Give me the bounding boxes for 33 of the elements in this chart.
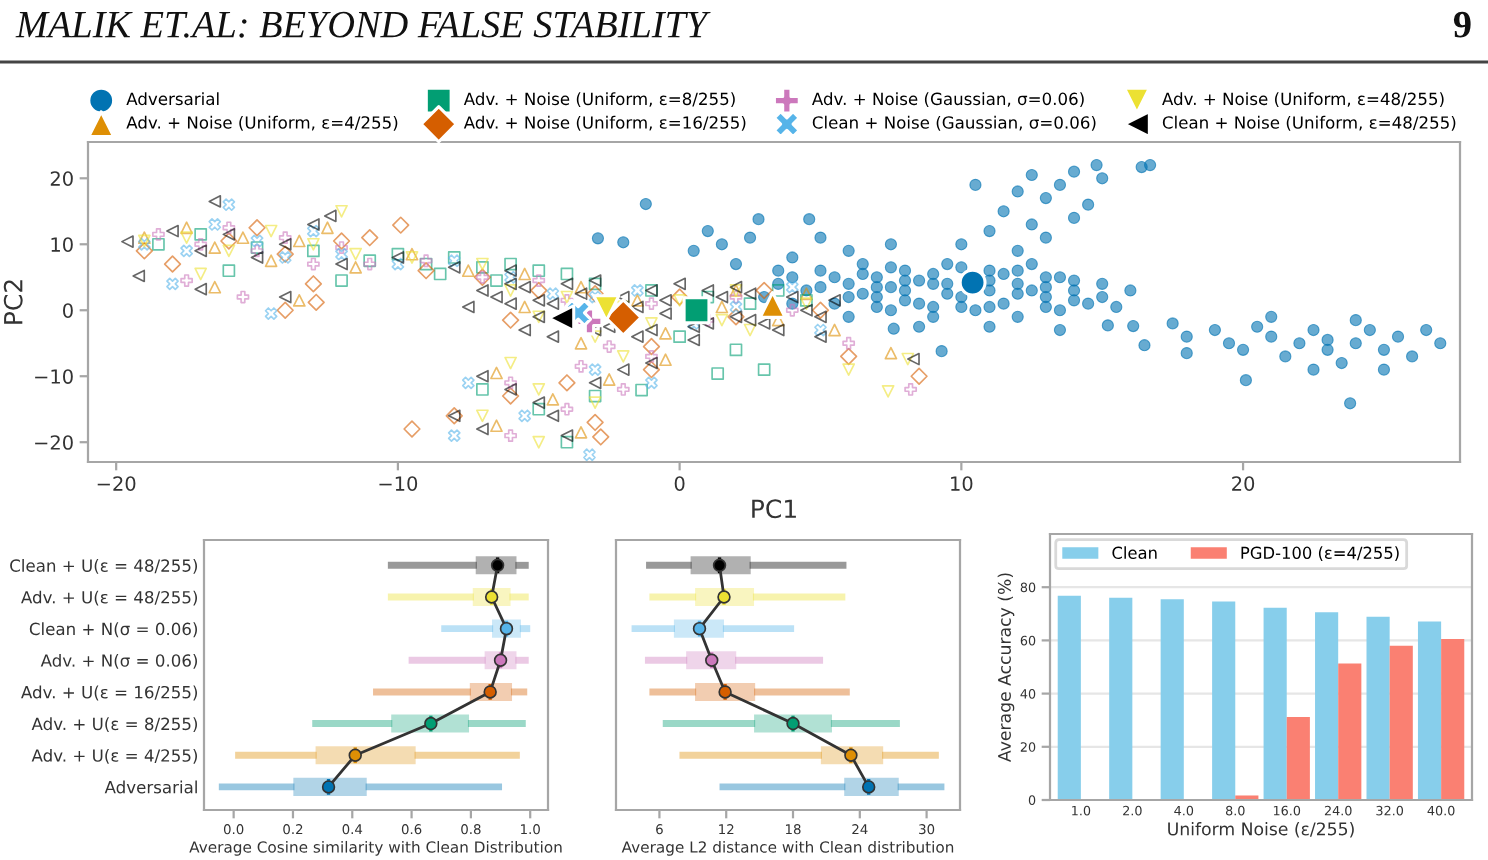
y-tick-label: Adv. + N(σ = 0.06) <box>40 653 198 669</box>
legend-label: Adv. + Noise (Gaussian, σ=0.06) <box>811 92 1084 108</box>
legend-label: PGD-100 (ε=4/255) <box>1241 546 1399 561</box>
x-tick-label: 10 <box>951 476 973 491</box>
y-tick-label: 0 <box>63 303 73 318</box>
legend-label: Clean + Noise (Uniform, ε=48/255) <box>1162 115 1456 131</box>
text: MALIK ET.AL: BEYOND FALSE STABILITY <box>15 11 711 38</box>
y-tick-label: Adv. + U(ε = 16/255) <box>21 685 198 701</box>
y-tick-label: −10 <box>35 369 73 384</box>
legend-label: Clean <box>1112 546 1157 559</box>
y-tick-label: 10 <box>51 237 73 252</box>
y-tick-label: 20 <box>50 171 73 186</box>
y-tick-label: −20 <box>35 435 73 450</box>
y-tick-label: Adv. + U(ε = 48/255) <box>21 590 198 606</box>
y-axis-title: PC2 <box>3 280 23 324</box>
y-tick-label: Clean + N(σ = 0.06) <box>29 622 198 638</box>
x-axis-title: PC1 <box>752 499 796 519</box>
legend-label: Adv. + Noise (Uniform, ε=8/255) <box>463 92 735 108</box>
legend-label: Adv. + Noise (Uniform, ε=48/255) <box>1162 92 1444 108</box>
x-tick-label: 0 <box>674 476 685 491</box>
legend-label: Clean + Noise (Gaussian, σ=0.06) <box>812 115 1096 131</box>
legend-label: Adversarial <box>126 92 219 106</box>
legend-label: Adv. + Noise (Uniform, ε=16/255) <box>463 115 746 131</box>
y-tick-label: Adv. + U(ε = 4/255) <box>31 748 198 764</box>
text: 9 <box>1453 11 1471 38</box>
x-tick-label: −10 <box>379 476 418 491</box>
legend-label: Adv. + Noise (Uniform, ε=4/255) <box>126 115 398 131</box>
x-tick-label: 20 <box>1232 476 1255 491</box>
y-axis-title: Average Accuracy (%) <box>997 573 1015 762</box>
y-tick-label: Clean + U(ε = 48/255) <box>10 558 198 574</box>
x-axis-title: Uniform Noise (ε/255) <box>1168 822 1354 838</box>
y-tick-label: Adv. + U(ε = 8/255) <box>31 717 198 733</box>
y-tick-label: Adversarial <box>104 780 197 794</box>
